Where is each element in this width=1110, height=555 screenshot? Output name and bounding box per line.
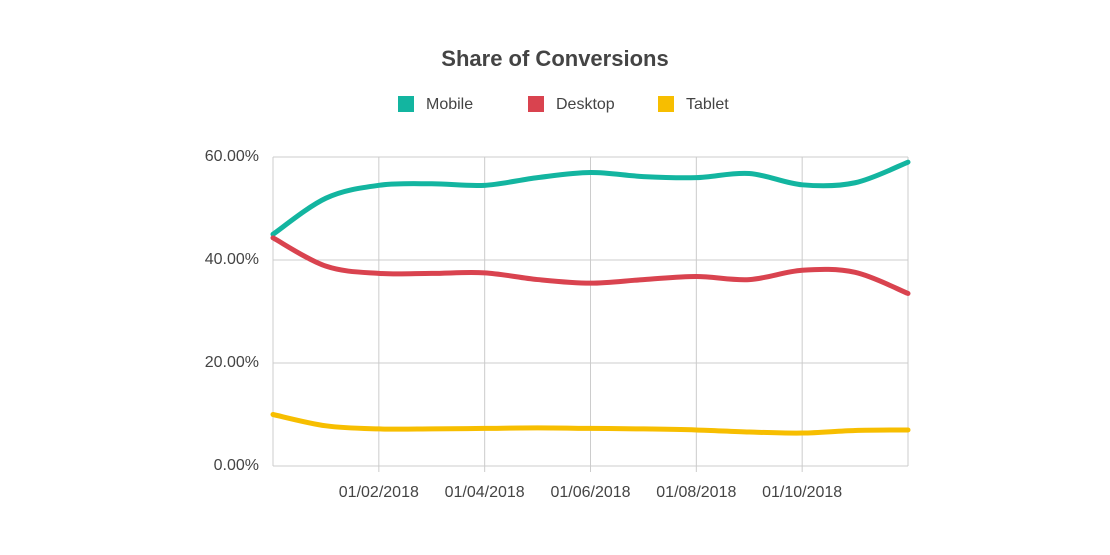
- series-line: [270, 235, 911, 296]
- y-tick-label: 0.00%: [214, 457, 259, 474]
- legend-swatch: [658, 96, 674, 112]
- x-tick-label: 01/06/2018: [550, 484, 630, 501]
- series-line: [270, 159, 911, 237]
- legend-swatch: [528, 96, 544, 112]
- y-tick-label: 60.00%: [205, 148, 259, 165]
- x-tick-label: 01/04/2018: [445, 484, 525, 501]
- legend-label: Mobile: [426, 96, 473, 113]
- y-tick-label: 40.00%: [205, 251, 259, 268]
- chart-title: Share of Conversions: [441, 46, 668, 71]
- series-line: [270, 412, 911, 436]
- x-tick-label: 01/08/2018: [656, 484, 736, 501]
- x-tick-label: 01/10/2018: [762, 484, 842, 501]
- y-tick-label: 20.00%: [205, 354, 259, 371]
- legend-label: Tablet: [686, 96, 729, 113]
- legend-label: Desktop: [556, 96, 615, 113]
- x-tick-label: 01/02/2018: [339, 484, 419, 501]
- legend-swatch: [398, 96, 414, 112]
